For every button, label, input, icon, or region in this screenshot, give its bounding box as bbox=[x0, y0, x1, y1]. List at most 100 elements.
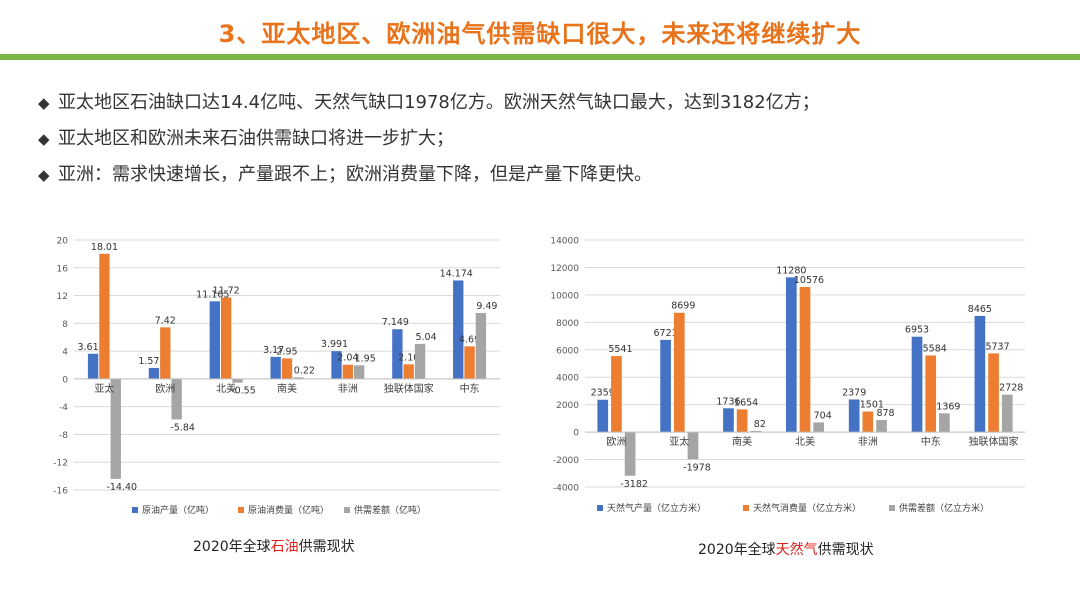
data-label: 10576 bbox=[794, 275, 824, 286]
data-bar bbox=[281, 358, 293, 379]
data-label: 1501 bbox=[860, 400, 884, 411]
data-label: -1978 bbox=[683, 462, 711, 473]
legend-label: 天然气产量（亿立方米） bbox=[607, 502, 706, 514]
data-bar bbox=[148, 367, 160, 379]
data-label: 11.165 bbox=[196, 289, 229, 300]
legend-swatch bbox=[344, 507, 350, 513]
caption-suffix: 供需现状 bbox=[817, 542, 874, 558]
data-bar bbox=[453, 280, 464, 379]
oil-supply-demand-chart: -16 -12 -8 -4 0 4 8 12 16 20 3.618 18.01 -14.40 亚太 1.5… bbox=[38, 228, 508, 528]
caption-highlight: 石油 bbox=[270, 539, 299, 555]
data-bar bbox=[750, 430, 762, 433]
bullet-text: 亚洲：需求快速增长，产量跟不上；欧洲消费量下降，但是产量下降更快。 bbox=[58, 164, 652, 185]
data-bar bbox=[785, 277, 797, 433]
data-bar bbox=[270, 356, 281, 379]
data-bar bbox=[475, 312, 487, 379]
data-bar bbox=[414, 343, 426, 379]
data-label: 1654 bbox=[734, 397, 758, 408]
data-bar bbox=[110, 378, 121, 479]
data-label: -5.84 bbox=[170, 422, 195, 433]
oil-chart-caption: 2020年全球石油供需现状 bbox=[193, 536, 355, 556]
legend-swatch bbox=[597, 505, 603, 511]
data-label: -3182 bbox=[620, 479, 648, 490]
y-tick-label: 12000 bbox=[550, 264, 579, 274]
data-label: 6953 bbox=[905, 325, 929, 336]
data-bar bbox=[939, 413, 950, 433]
data-bar bbox=[848, 399, 860, 433]
category-label: 欧洲 bbox=[155, 383, 175, 395]
data-label: 8699 bbox=[671, 301, 695, 312]
y-tick-label: -16 bbox=[53, 487, 68, 497]
data-bar bbox=[611, 356, 622, 433]
category-label: 中东 bbox=[460, 382, 480, 395]
y-tick-label: -2000 bbox=[553, 456, 579, 466]
category-label: 非洲 bbox=[858, 436, 878, 448]
caption-prefix: 2020年全球 bbox=[698, 542, 776, 558]
data-label: 11.72 bbox=[213, 286, 240, 297]
legend-swatch bbox=[238, 507, 244, 513]
data-bar bbox=[660, 339, 671, 433]
y-tick-label: 8000 bbox=[556, 319, 579, 329]
y-tick-label: -12 bbox=[53, 459, 68, 469]
data-label: 11280 bbox=[776, 265, 806, 276]
data-label: -14.40 bbox=[106, 482, 137, 493]
bullet-item: ◆ 亚太地区和欧洲未来石油供需缺口将进一步扩大； bbox=[38, 126, 1058, 162]
title-divider bbox=[0, 54, 1080, 60]
data-label: 7.149 bbox=[382, 317, 409, 328]
category-label: 独联体国家 bbox=[384, 382, 434, 395]
data-label: 5584 bbox=[923, 343, 947, 354]
category-label: 中东 bbox=[921, 435, 941, 448]
legend-label: 供需差额（亿立方米） bbox=[899, 502, 989, 514]
data-bar bbox=[876, 420, 887, 433]
y-tick-label: 8 bbox=[62, 320, 68, 330]
data-bar bbox=[736, 409, 748, 433]
y-tick-label: 12 bbox=[57, 292, 68, 302]
y-tick-label: -4000 bbox=[553, 484, 579, 494]
data-label: 878 bbox=[876, 408, 894, 419]
y-tick-label: 0 bbox=[573, 429, 579, 439]
gas-supply-demand-chart: -4000 -2000 0 2000 4000 6000 8000 10000 12000 140… bbox=[545, 228, 1045, 533]
data-bar bbox=[220, 297, 232, 379]
data-label: 2.95 bbox=[276, 346, 297, 357]
data-bar bbox=[723, 408, 734, 433]
data-bar bbox=[464, 346, 475, 379]
y-tick-label: 0 bbox=[62, 375, 68, 385]
data-label: 2728 bbox=[999, 383, 1023, 394]
data-label: 2359 bbox=[591, 388, 615, 399]
diamond-bullet-icon: ◆ bbox=[38, 166, 50, 184]
category-label: 非洲 bbox=[338, 383, 358, 395]
category-label: 亚太 bbox=[669, 435, 689, 448]
data-label: 2379 bbox=[842, 387, 866, 398]
category-label: 北美 bbox=[216, 382, 236, 395]
data-bar bbox=[160, 327, 171, 379]
slide-title: 3、亚太地区、欧洲油气供需缺口很大，未来还将继续扩大 bbox=[218, 20, 862, 48]
data-label: 1369 bbox=[936, 401, 960, 412]
data-bar bbox=[1001, 394, 1013, 433]
y-tick-label: -8 bbox=[59, 431, 68, 441]
legend-label: 原油消费量（亿吨） bbox=[248, 504, 329, 516]
data-bar bbox=[354, 365, 365, 379]
legend-swatch bbox=[132, 507, 138, 513]
data-label: 3.991 bbox=[321, 339, 348, 350]
data-label: 2.10 bbox=[398, 352, 419, 363]
bullet-list: ◆ 亚太地区石油缺口达14.4亿吨、天然气缺口1978亿方。欧洲天然气缺口最大，达… bbox=[38, 90, 1058, 198]
y-tick-label: -4 bbox=[59, 403, 68, 413]
category-label: 亚太 bbox=[94, 382, 114, 395]
caption-suffix: 供需现状 bbox=[298, 539, 355, 555]
category-label: 南美 bbox=[277, 382, 297, 395]
data-bar bbox=[911, 336, 923, 433]
data-bar bbox=[925, 355, 937, 433]
data-bar bbox=[342, 364, 354, 379]
data-label: 82 bbox=[754, 419, 766, 430]
diamond-bullet-icon: ◆ bbox=[38, 130, 50, 148]
y-tick-label: 10000 bbox=[550, 291, 579, 301]
data-bar bbox=[293, 377, 304, 379]
data-label: 2.04 bbox=[337, 353, 358, 364]
y-tick-label: 16 bbox=[57, 264, 69, 274]
data-label: 5737 bbox=[985, 341, 1009, 352]
data-label: 704 bbox=[814, 410, 832, 421]
data-label: 18.01 bbox=[91, 242, 118, 253]
data-label: 4.69 bbox=[459, 334, 480, 345]
data-bar bbox=[171, 378, 182, 420]
data-bar bbox=[87, 353, 99, 379]
